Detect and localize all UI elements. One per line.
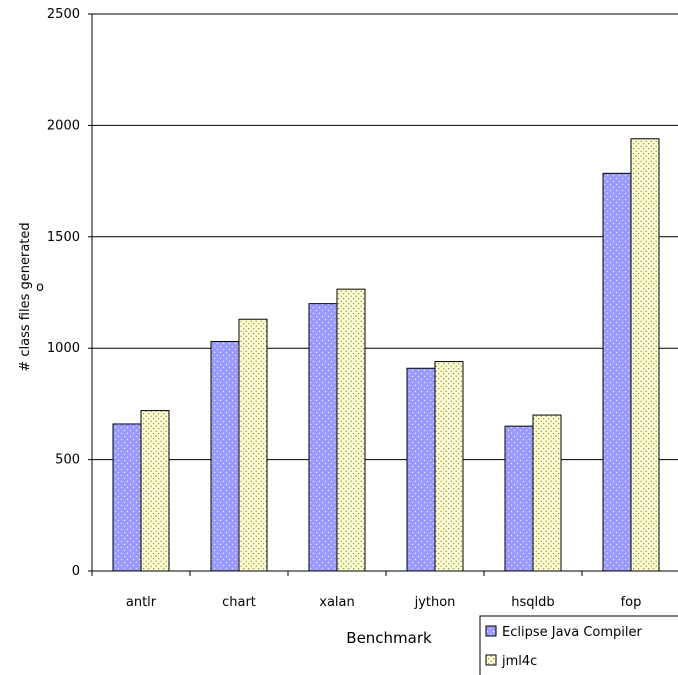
y-tick-label: 2000 xyxy=(47,118,80,133)
bar-jml4c-jython xyxy=(434,361,464,572)
legend-swatch-jml4c xyxy=(485,654,497,666)
bar-eclipse-chart xyxy=(210,341,240,572)
x-tick-label-chart: chart xyxy=(222,595,256,610)
bar-jml4c-chart xyxy=(238,318,268,572)
y-tick-label: 0 xyxy=(72,564,80,579)
legend: Eclipse Java Compiler jml4c xyxy=(479,615,678,675)
x-tick-label-jython: jython xyxy=(414,595,456,610)
bar-jml4c-xalan xyxy=(336,288,366,572)
y-axis-title-marker: o xyxy=(36,280,44,295)
bars xyxy=(112,138,660,572)
bar-jml4c-antlr xyxy=(140,410,170,572)
y-tick-labels: 0 500 1000 1500 2000 2500 xyxy=(47,7,92,579)
bar-eclipse-antlr xyxy=(112,423,142,572)
legend-swatch-eclipse xyxy=(485,625,497,637)
bar-eclipse-xalan xyxy=(308,303,338,572)
y-tick-label: 1500 xyxy=(47,230,80,245)
y-axis-title: # class files generated xyxy=(18,222,33,371)
axes xyxy=(91,14,678,572)
y-tick-label: 500 xyxy=(55,453,80,468)
x-tick-label-hsqldb: hsqldb xyxy=(511,595,554,610)
gridlines xyxy=(92,13,678,461)
x-tick-labels: antlr chart xalan jython hsqldb fop xyxy=(91,571,642,610)
bar-eclipse-fop xyxy=(602,172,632,572)
x-tick-label-fop: fop xyxy=(621,595,642,610)
legend-box xyxy=(479,615,678,675)
x-tick-label-xalan: xalan xyxy=(319,595,354,610)
bar-jml4c-hsqldb xyxy=(532,414,562,572)
bar-eclipse-jython xyxy=(406,367,436,572)
legend-label-jml4c: jml4c xyxy=(501,654,537,669)
legend-label-eclipse: Eclipse Java Compiler xyxy=(502,625,643,640)
y-tick-label: 2500 xyxy=(47,7,80,22)
bar-eclipse-hsqldb xyxy=(504,425,534,572)
x-axis-title: Benchmark xyxy=(346,629,432,647)
x-tick-label-antlr: antlr xyxy=(126,595,157,610)
bar-jml4c-fop xyxy=(630,138,660,572)
y-tick-label: 1000 xyxy=(47,341,80,356)
